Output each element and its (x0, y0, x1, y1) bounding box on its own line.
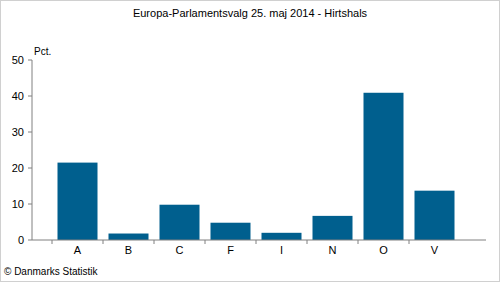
x-tick (154, 240, 155, 244)
x-tick (205, 240, 206, 244)
y-tick (28, 60, 32, 61)
y-tick-label: 20 (12, 162, 24, 174)
bar (364, 93, 404, 240)
y-tick (28, 240, 32, 241)
source: © Danmarks Statistik (4, 266, 99, 277)
y-tick (28, 132, 32, 133)
x-tick-label: C (176, 244, 184, 256)
y-tick-label: 30 (12, 126, 24, 138)
y-axis (32, 60, 33, 240)
x-tick (52, 240, 53, 244)
x-tick-label: I (280, 244, 283, 256)
x-tick-label: F (227, 244, 234, 256)
bar (58, 163, 98, 240)
x-tick (358, 240, 359, 244)
y-axis-label: Pct. (34, 46, 51, 57)
x-tick-label: B (125, 244, 132, 256)
frame (1, 1, 500, 282)
y-tick (28, 96, 32, 97)
chart: Europa-Parlamentsvalg 25. maj 2014 - Hir… (0, 0, 500, 282)
x-tick-label: N (329, 244, 337, 256)
bar (415, 191, 455, 240)
y-tick-label: 50 (12, 54, 24, 66)
x-tick (103, 240, 104, 244)
y-tick (28, 204, 32, 205)
bar (313, 216, 353, 240)
bar (211, 223, 251, 240)
y-tick-label: 40 (12, 90, 24, 102)
x-tick (409, 240, 410, 244)
x-tick-label: O (379, 244, 388, 256)
bar (262, 233, 302, 240)
x-tick (307, 240, 308, 244)
title: Europa-Parlamentsvalg 25. maj 2014 - Hir… (133, 7, 368, 19)
x-axis (32, 240, 486, 241)
y-tick (28, 168, 32, 169)
bar (160, 205, 200, 240)
bars (58, 93, 455, 240)
x-tick (256, 240, 257, 244)
y-tick-label: 10 (12, 198, 24, 210)
y-tick-label: 0 (18, 234, 24, 246)
bar (109, 234, 149, 240)
x-tick-label: V (431, 244, 439, 256)
x-tick-label: A (74, 244, 82, 256)
